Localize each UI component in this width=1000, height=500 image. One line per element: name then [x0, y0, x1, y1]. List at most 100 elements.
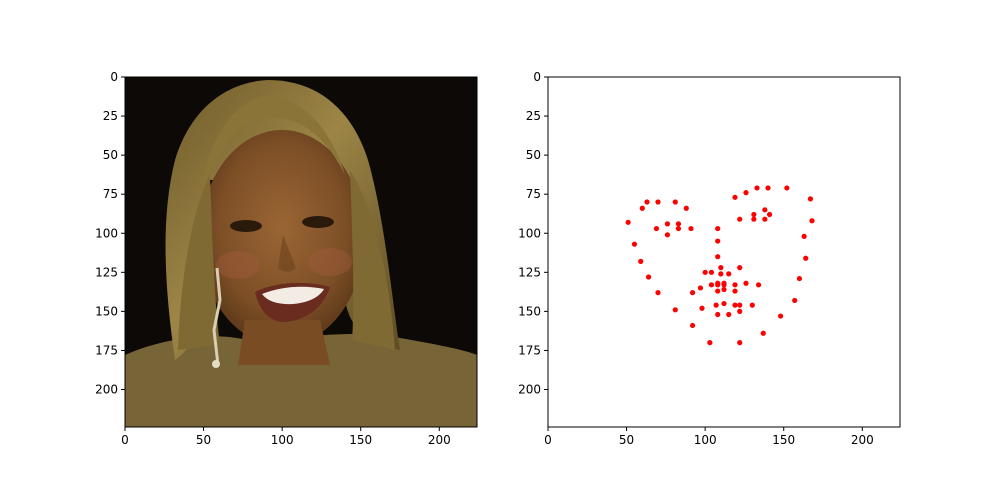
landmark-point	[639, 205, 645, 211]
photo-earring	[212, 267, 222, 366]
landmark-point	[655, 199, 661, 205]
y-tick-label: 25	[526, 109, 541, 123]
landmark-point	[737, 265, 743, 271]
y-tick-label: 200	[95, 383, 118, 397]
photo-hair-left	[178, 175, 220, 350]
y-tick-label: 0	[110, 70, 118, 84]
landmark-point	[699, 305, 705, 311]
y-tick-label: 75	[526, 187, 541, 201]
landmark-point	[792, 297, 798, 304]
landmark-point	[653, 225, 660, 232]
landmark-point	[760, 330, 766, 336]
landmark-point	[645, 274, 652, 280]
landmark-point	[766, 211, 773, 218]
landmark-point	[737, 308, 743, 314]
landmark-point	[777, 313, 784, 319]
y-axis-ticks: 0 25 50 75 100 125 150 175 200	[518, 70, 548, 397]
landmark-point	[721, 282, 727, 288]
photo-hair-right	[350, 170, 395, 350]
landmark-point	[726, 311, 732, 318]
landmark-point	[664, 221, 671, 227]
landmark-point	[762, 207, 768, 213]
landmark-point	[672, 307, 678, 313]
landmark-point	[625, 219, 631, 225]
landmark-point	[726, 271, 732, 277]
landmark-point	[675, 221, 682, 227]
landmark-point	[715, 254, 721, 260]
landmark-point	[644, 199, 650, 205]
x-tick-label: 100	[271, 433, 294, 447]
landmark-point	[755, 282, 762, 288]
landmark-point	[715, 311, 721, 318]
landmark-point	[796, 275, 803, 282]
landmark-point	[751, 211, 757, 218]
landmark-point	[732, 288, 738, 294]
image-panel: 0 50 100 150 200 0 25 50 75 100 125 150 175 200	[95, 70, 478, 447]
landmark-point	[732, 302, 738, 308]
landmark-point	[688, 225, 694, 232]
x-tick-label: 0	[544, 433, 552, 447]
y-tick-label: 175	[518, 343, 541, 357]
landmark-point	[672, 199, 678, 205]
y-tick-label: 200	[518, 383, 541, 397]
landmark-point	[732, 282, 738, 288]
x-tick-label: 100	[694, 433, 717, 447]
x-tick-label: 0	[121, 433, 129, 447]
landmark-point	[689, 290, 696, 296]
y-tick-label: 150	[95, 304, 118, 318]
photo-earring-drop	[212, 360, 220, 368]
landmark-point	[664, 232, 671, 238]
landmark-point	[737, 340, 743, 346]
photo-clothing	[125, 334, 477, 427]
landmark-point	[718, 265, 724, 271]
y-tick-label: 75	[103, 187, 118, 201]
y-tick-label: 25	[103, 109, 118, 123]
image-panel-frame	[124, 76, 478, 428]
landmark-point	[655, 290, 661, 296]
landmark-point	[751, 216, 757, 222]
landmark-point	[715, 225, 721, 232]
landmark-point	[715, 288, 721, 294]
x-tick-label: 200	[428, 433, 451, 447]
y-tick-label: 50	[103, 148, 118, 162]
landmark-point	[718, 271, 724, 277]
landmark-point	[801, 233, 807, 239]
landmark-point	[708, 269, 715, 275]
landmark-panel-frame	[547, 76, 901, 428]
landmark-point	[807, 196, 814, 202]
landmark-point	[721, 286, 727, 293]
landmark-point	[749, 302, 755, 308]
y-tick-label: 50	[526, 148, 541, 162]
photo-hair	[165, 80, 400, 360]
landmark-point	[803, 255, 809, 261]
x-tick-label: 150	[772, 433, 795, 447]
face-photo	[125, 77, 477, 427]
landmark-point	[689, 322, 696, 329]
photo-eye-right	[302, 216, 334, 228]
y-tick-label: 100	[95, 226, 118, 240]
landmark-point	[754, 185, 760, 191]
landmark-point	[737, 216, 743, 222]
landmark-panel-background	[548, 77, 900, 427]
landmark-point	[809, 218, 815, 224]
landmark-point	[743, 280, 749, 286]
y-tick-label: 100	[518, 226, 541, 240]
y-tick-label: 125	[95, 265, 118, 279]
landmark-point	[784, 185, 790, 191]
landmark-point	[715, 282, 721, 288]
landmark-point	[762, 216, 768, 222]
landmark-point	[702, 269, 708, 275]
landmark-point	[721, 300, 727, 307]
x-tick-label: 200	[851, 433, 874, 447]
landmark-point	[732, 194, 738, 200]
landmark-points	[625, 185, 815, 346]
landmark-point	[708, 282, 715, 288]
landmark-point	[737, 302, 743, 308]
landmark-point	[631, 241, 638, 247]
y-axis-ticks: 0 25 50 75 100 125 150 175 200	[95, 70, 125, 397]
x-tick-label: 50	[196, 433, 211, 447]
y-tick-label: 125	[518, 265, 541, 279]
photo-neck	[238, 320, 330, 365]
landmark-point	[765, 185, 771, 191]
